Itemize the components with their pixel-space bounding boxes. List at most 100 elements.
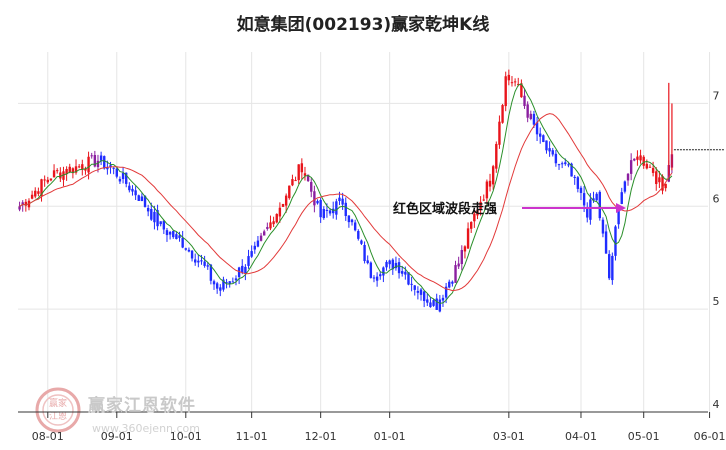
- y-tick-label: 4: [713, 398, 720, 411]
- candle-body: [93, 155, 97, 167]
- candle-body: [297, 164, 300, 181]
- candle-body: [623, 181, 627, 192]
- candle-body: [542, 135, 545, 143]
- candle-body: [363, 244, 366, 262]
- candle-body: [661, 176, 664, 191]
- candle-body: [388, 260, 391, 265]
- candle-body: [146, 207, 150, 212]
- candle-body: [140, 196, 144, 202]
- candle-body: [300, 163, 304, 173]
- candle-body: [137, 195, 140, 201]
- x-tick-label: 12-01: [305, 430, 337, 443]
- candle-body: [156, 210, 159, 227]
- candle-body: [347, 215, 351, 223]
- candle-body: [118, 178, 122, 182]
- candle-body: [614, 226, 617, 256]
- x-tick-label: 05-01: [628, 430, 660, 443]
- candle-body: [96, 160, 100, 168]
- candle-body: [190, 250, 194, 259]
- candle-body: [134, 190, 137, 196]
- candle-body: [325, 209, 329, 211]
- candle-body: [241, 265, 244, 273]
- candle-body: [278, 207, 282, 217]
- candle-body: [466, 228, 470, 249]
- candle-body: [322, 209, 325, 219]
- candle-body: [617, 205, 620, 225]
- candle-body: [394, 262, 398, 269]
- annotation-arrowhead: [616, 203, 626, 213]
- candle-body: [125, 172, 128, 184]
- candle-body: [181, 237, 184, 248]
- axes: 7 6 5 4 08-01 09-01 10-01 11-01 12-01 01-01 03-01 0…: [18, 89, 726, 443]
- candle-body: [454, 265, 457, 283]
- candle-body: [582, 193, 586, 206]
- candle-body: [288, 185, 291, 199]
- candle-body: [629, 160, 633, 174]
- candle-body: [222, 279, 225, 290]
- svg-text:江恩: 江恩: [49, 411, 67, 422]
- candle-body: [203, 261, 206, 266]
- x-tick-label: 09-01: [101, 430, 133, 443]
- candle-body: [416, 291, 420, 293]
- candle-body: [313, 191, 316, 206]
- candle-body: [175, 234, 178, 240]
- candle-body: [40, 179, 43, 197]
- candle-body: [419, 289, 423, 295]
- candle-body: [648, 166, 652, 168]
- candle-body: [397, 262, 401, 274]
- candle-body: [639, 155, 642, 161]
- candle-body: [535, 122, 539, 135]
- candle-body: [306, 174, 310, 182]
- candle-body: [523, 95, 526, 107]
- candle-body: [570, 163, 573, 177]
- annotation-text: 红色区域波段走强: [393, 201, 497, 217]
- candle-body: [338, 197, 341, 202]
- annotation: 红色区域波段走强: [393, 149, 724, 217]
- candle-body: [448, 281, 451, 288]
- candle-body: [589, 199, 592, 220]
- candle-body: [410, 283, 413, 285]
- candle-body: [269, 222, 272, 229]
- candle-body: [209, 264, 213, 281]
- candle-body: [43, 179, 46, 181]
- candle-body: [90, 155, 93, 157]
- candle-body: [426, 299, 429, 303]
- candle-body: [231, 281, 235, 283]
- candle-body: [206, 265, 209, 267]
- candle-body: [586, 207, 589, 218]
- candle-body: [168, 231, 172, 235]
- candle-body: [651, 168, 655, 173]
- candle-body: [545, 140, 548, 151]
- candle-body: [194, 259, 197, 263]
- candle-body: [65, 169, 68, 175]
- candle-body: [87, 156, 90, 173]
- candle-body: [435, 298, 438, 310]
- candle-body: [658, 177, 661, 183]
- x-tick-label: 01-01: [374, 430, 406, 443]
- candle-body: [441, 297, 445, 301]
- candle-body: [99, 155, 103, 161]
- candle-body: [432, 300, 435, 306]
- candle-body: [517, 83, 520, 85]
- candle-body: [532, 113, 536, 125]
- y-tick-label: 5: [713, 295, 720, 308]
- candle-body: [228, 281, 231, 285]
- candle-body: [564, 162, 567, 165]
- candle-body: [215, 283, 219, 289]
- x-tick-label: 10-01: [170, 430, 202, 443]
- candle-body: [281, 203, 285, 207]
- candle-body: [576, 177, 580, 189]
- candle-body: [655, 171, 658, 185]
- candle-body: [128, 185, 131, 191]
- candle-body: [103, 156, 106, 169]
- candle-body: [375, 276, 379, 281]
- candle-body: [253, 245, 256, 250]
- candle-body: [495, 143, 498, 169]
- candle-body: [62, 171, 65, 180]
- candle-body: [473, 213, 476, 222]
- y-tick-label: 7: [713, 89, 720, 102]
- candle-body: [178, 235, 181, 238]
- candle-body: [642, 156, 645, 166]
- candle-body: [153, 211, 156, 223]
- candle-body: [592, 198, 595, 201]
